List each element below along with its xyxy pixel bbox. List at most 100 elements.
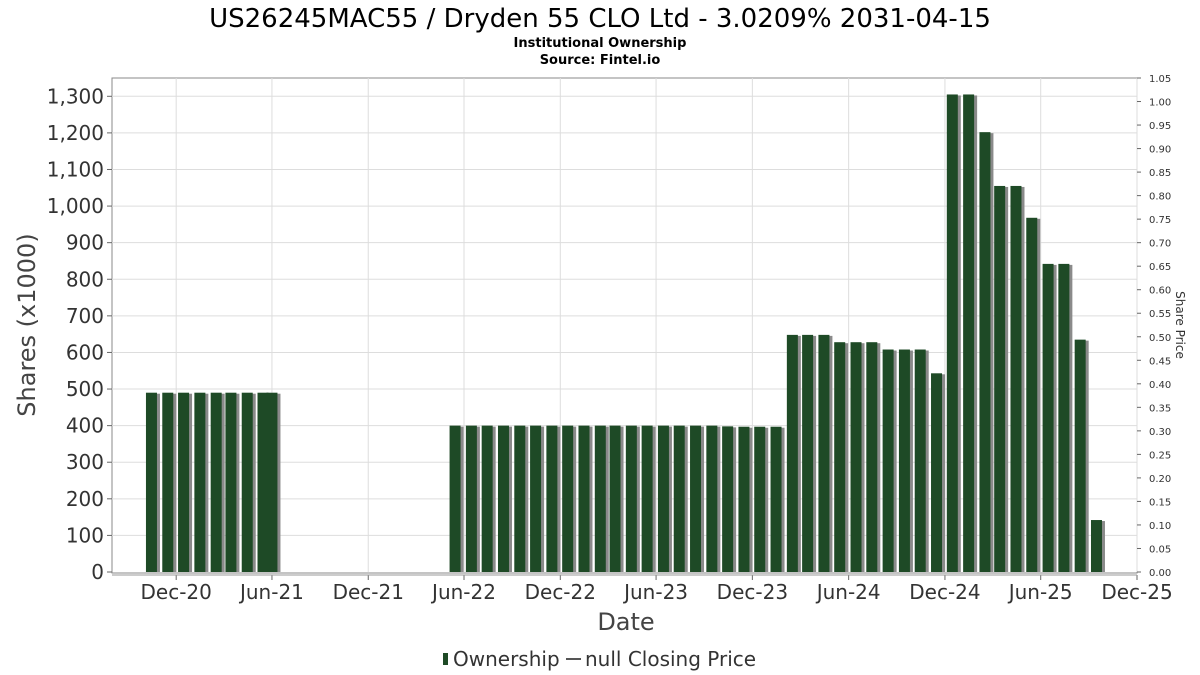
x-axis: Dec-20 Jun-21 Dec-21 Jun-22 Dec-22 Jun-23 Dec-…	[141, 575, 1173, 604]
bar	[257, 392, 269, 572]
bar	[657, 425, 669, 572]
bar	[465, 425, 477, 572]
bar	[609, 425, 621, 572]
bar	[625, 425, 637, 572]
bar	[834, 342, 846, 572]
y2-tick-label: 0.80	[1149, 192, 1171, 203]
y-tick-label: 900	[66, 231, 104, 255]
bar	[1026, 217, 1038, 573]
bar	[178, 392, 190, 572]
bar	[578, 425, 590, 572]
bar	[225, 392, 237, 572]
legend-ownership-swatch	[443, 653, 448, 665]
y-tick-label: 800	[66, 267, 104, 291]
y-tick-label: 1,000	[47, 194, 104, 218]
bar	[481, 425, 493, 572]
bar	[818, 334, 830, 572]
y-tick-label: 400	[66, 414, 104, 438]
bar	[738, 426, 750, 572]
x-tick-label: Dec-22	[525, 580, 596, 604]
bar	[162, 392, 174, 572]
y-tick-label: 1,200	[47, 121, 104, 145]
bar	[673, 425, 685, 572]
x-tick-label: Jun-21	[238, 580, 304, 604]
y-axis-left: 0 100 200 300 400 500 600 700 800 900 1,000 1,100 1,…	[47, 84, 112, 584]
x-tick-label: Jun-23	[622, 580, 688, 604]
legend-price-label: null Closing Price	[585, 647, 756, 671]
y2-tick-label: 0.00	[1149, 568, 1171, 579]
bar	[562, 425, 574, 572]
y2-tick-label: 0.45	[1149, 356, 1171, 367]
x-tick-label: Jun-25	[1007, 580, 1073, 604]
y2-tick-label: 0.35	[1149, 403, 1171, 414]
bar	[145, 392, 157, 572]
bar	[194, 392, 206, 572]
y2-tick-label: 1.00	[1149, 98, 1171, 109]
y-tick-label: 300	[66, 450, 104, 474]
chart-subtitle: Institutional Ownership	[514, 36, 687, 51]
y2-tick-label: 0.75	[1149, 215, 1171, 226]
y2-tick-label: 0.85	[1149, 168, 1171, 179]
bar	[530, 425, 542, 572]
chart-source: Source: Fintel.io	[540, 53, 661, 68]
bar	[931, 373, 943, 572]
y-tick-label: 700	[66, 304, 104, 328]
y-tick-label: 500	[66, 377, 104, 401]
bar-series-ownership	[145, 94, 1105, 573]
y2-tick-label: 0.60	[1149, 286, 1171, 297]
bar	[770, 426, 782, 572]
bar	[963, 94, 975, 572]
bar	[979, 132, 991, 572]
y2-tick-label: 0.40	[1149, 380, 1171, 391]
bar	[914, 349, 926, 572]
y2-tick-label: 0.50	[1149, 333, 1171, 344]
y2-tick-label: 0.10	[1149, 521, 1171, 532]
y2-tick-label: 0.55	[1149, 309, 1171, 320]
y2-tick-label: 0.90	[1149, 145, 1171, 156]
y-tick-label: 100	[66, 523, 104, 547]
x-axis-label: Date	[597, 608, 654, 636]
bar	[1042, 263, 1054, 572]
bar	[706, 425, 718, 572]
x-tick-label: Jun-22	[430, 580, 496, 604]
chart-title: US26245MAC55 / Dryden 55 CLO Ltd - 3.020…	[209, 4, 991, 34]
bar	[1074, 339, 1086, 572]
bar	[266, 392, 278, 572]
bar	[210, 392, 222, 572]
bar	[754, 426, 766, 572]
y2-tick-label: 0.30	[1149, 427, 1171, 438]
bar	[690, 425, 702, 572]
bar	[497, 425, 509, 572]
legend-ownership-label: Ownership	[453, 647, 560, 671]
bar	[1090, 520, 1102, 572]
bar	[514, 425, 526, 572]
y2-tick-label: 0.25	[1149, 450, 1171, 461]
y-tick-label: 600	[66, 340, 104, 364]
bar	[546, 425, 558, 572]
y-axis-label: Shares (x1000)	[13, 233, 41, 416]
bar	[641, 425, 653, 572]
y-tick-label: 0	[91, 560, 104, 584]
bar	[866, 342, 878, 572]
legend: Ownership null Closing Price	[443, 647, 756, 671]
y2-tick-label: 0.70	[1149, 239, 1171, 250]
y-tick-label: 1,100	[47, 157, 104, 181]
x-tick-label: Dec-21	[333, 580, 404, 604]
bar	[786, 334, 798, 572]
bar	[850, 342, 862, 572]
bar	[1058, 263, 1070, 572]
x-tick-label: Jun-24	[815, 580, 881, 604]
bar	[802, 334, 814, 572]
bar	[241, 392, 253, 572]
y2-axis-label: Share Price	[1173, 291, 1187, 359]
y-axis-right: 0.00 0.05 0.10 0.15 0.20 0.25 0.30 0.35 0.40 0.45…	[1137, 74, 1171, 579]
bar	[1010, 185, 1022, 572]
x-tick-label: Dec-23	[717, 580, 788, 604]
y2-tick-label: 0.65	[1149, 262, 1171, 273]
bar	[882, 349, 894, 572]
y-tick-label: 1,300	[47, 84, 104, 108]
bar	[722, 426, 734, 572]
bar	[994, 185, 1006, 572]
y2-tick-label: 0.20	[1149, 474, 1171, 485]
bar	[946, 94, 958, 572]
